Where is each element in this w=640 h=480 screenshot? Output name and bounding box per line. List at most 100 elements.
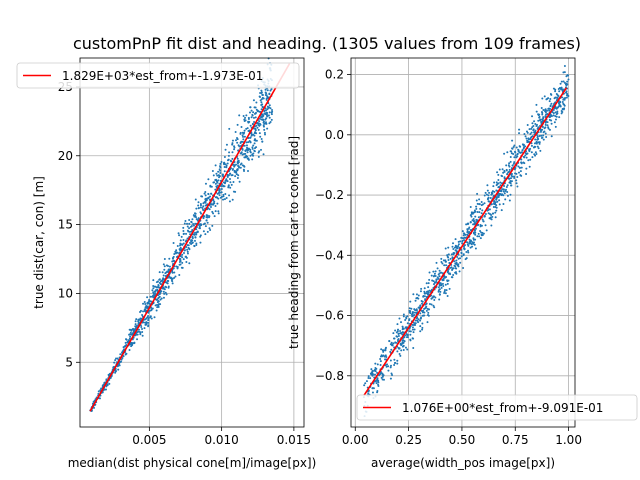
- data-point: [179, 260, 182, 263]
- data-point: [421, 328, 424, 331]
- data-point: [367, 375, 370, 378]
- data-point: [452, 242, 455, 245]
- data-point: [254, 116, 257, 119]
- data-point: [417, 306, 420, 309]
- data-point: [389, 359, 392, 362]
- data-point: [408, 307, 411, 310]
- data-point: [529, 147, 532, 150]
- data-point: [148, 302, 151, 305]
- data-point: [530, 127, 533, 130]
- data-point: [453, 260, 456, 263]
- data-point: [411, 315, 414, 318]
- data-point: [497, 173, 500, 176]
- data-point: [390, 348, 393, 351]
- data-point: [260, 118, 263, 121]
- data-point: [497, 186, 500, 189]
- data-point: [467, 227, 470, 230]
- data-point: [389, 350, 392, 353]
- data-point: [250, 134, 253, 137]
- data-point: [262, 153, 265, 156]
- data-point: [191, 235, 194, 238]
- data-point: [160, 290, 163, 293]
- data-point: [219, 166, 222, 169]
- data-point: [381, 378, 384, 381]
- data-point: [552, 87, 555, 90]
- data-point: [462, 234, 465, 237]
- data-point: [396, 323, 399, 326]
- data-point: [215, 172, 218, 175]
- data-point: [242, 138, 245, 141]
- data-point: [479, 237, 482, 240]
- data-point: [486, 189, 489, 192]
- data-point: [457, 265, 460, 268]
- data-point: [431, 279, 434, 282]
- data-point: [484, 224, 487, 227]
- data-point: [134, 323, 137, 326]
- data-point: [502, 202, 505, 205]
- data-point: [261, 96, 264, 99]
- data-point: [131, 332, 134, 335]
- data-point: [208, 216, 211, 219]
- data-point: [220, 160, 223, 163]
- data-point: [489, 196, 492, 199]
- data-point: [251, 123, 254, 126]
- data-point: [471, 245, 474, 248]
- x-tick-label: 0.015: [277, 433, 311, 447]
- data-point: [385, 356, 388, 359]
- data-point: [247, 157, 250, 160]
- data-point: [523, 133, 526, 136]
- data-point: [473, 211, 476, 214]
- data-point: [481, 218, 484, 221]
- data-point: [417, 294, 420, 297]
- data-point: [495, 209, 498, 212]
- data-point: [173, 253, 176, 256]
- data-point: [554, 111, 557, 114]
- data-point: [203, 222, 206, 225]
- data-point: [541, 128, 544, 131]
- data-point: [498, 203, 501, 206]
- data-point: [375, 379, 378, 382]
- data-point: [397, 333, 400, 336]
- data-point: [553, 102, 556, 105]
- data-point: [151, 289, 154, 292]
- data-point: [525, 137, 528, 140]
- data-point: [437, 290, 440, 293]
- data-point: [371, 373, 374, 376]
- data-point: [483, 194, 486, 197]
- data-point: [148, 309, 151, 312]
- data-point: [252, 111, 255, 114]
- data-point: [531, 135, 534, 138]
- data-point: [125, 338, 128, 341]
- data-point: [166, 282, 169, 285]
- data-point: [234, 175, 237, 178]
- data-point: [501, 168, 504, 171]
- data-point: [374, 370, 377, 373]
- data-point: [217, 212, 220, 215]
- data-point: [135, 326, 138, 329]
- data-point: [372, 387, 375, 390]
- data-point: [164, 291, 167, 294]
- data-point: [411, 328, 414, 331]
- data-point: [374, 362, 377, 365]
- data-point: [142, 310, 145, 313]
- data-point: [164, 272, 167, 275]
- data-point: [191, 218, 194, 221]
- data-point: [400, 343, 403, 346]
- data-point: [443, 290, 446, 293]
- data-point: [539, 149, 542, 152]
- data-point: [531, 156, 534, 159]
- data-point: [447, 253, 450, 256]
- data-point: [428, 271, 431, 274]
- data-point: [253, 132, 256, 135]
- data-point: [199, 204, 202, 207]
- data-point: [565, 90, 568, 93]
- data-point: [261, 113, 264, 116]
- data-point: [545, 136, 548, 139]
- data-point: [231, 198, 234, 201]
- data-point: [449, 257, 452, 260]
- data-point: [373, 369, 376, 372]
- data-point: [112, 366, 115, 369]
- data-point: [268, 93, 271, 96]
- data-point: [461, 237, 464, 240]
- data-point: [381, 372, 384, 375]
